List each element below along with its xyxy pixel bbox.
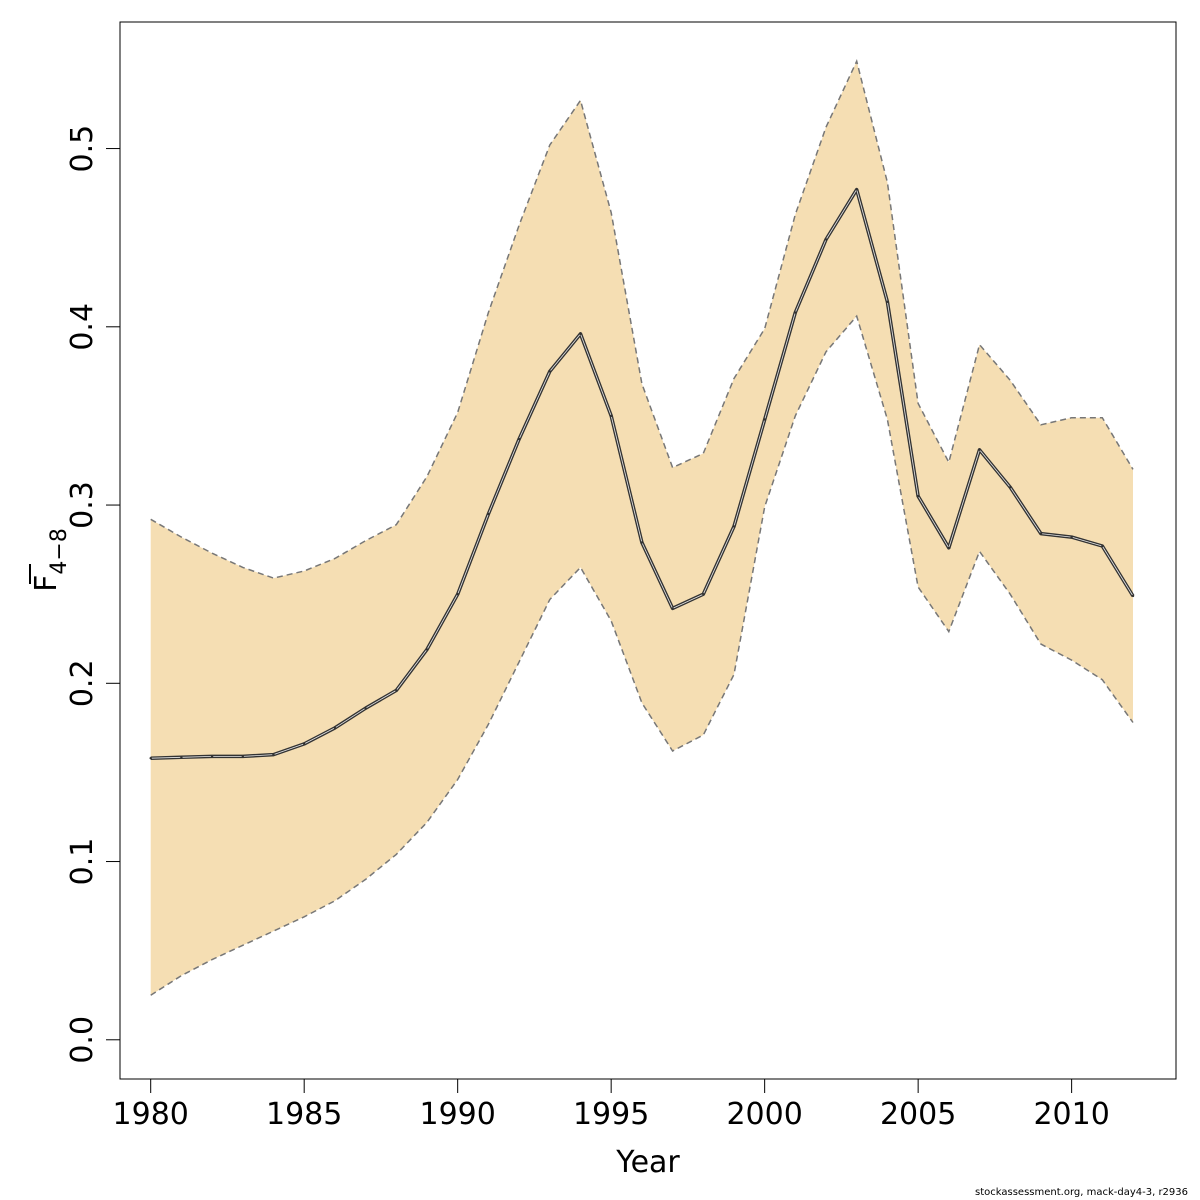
estimate-point (395, 689, 398, 692)
x-axis-title: Year (615, 1145, 680, 1180)
svg-text:F4−8: F4−8 (29, 528, 72, 592)
estimate-point (579, 332, 582, 336)
estimate-point (149, 756, 152, 760)
y-tick-label: 0.3 (65, 481, 100, 529)
estimate-point (1101, 544, 1104, 548)
estimate-point (916, 494, 920, 498)
estimate-point (763, 418, 766, 421)
y-tick-label: 0.4 (65, 303, 100, 351)
estimate-point (886, 300, 889, 304)
confidence-band-layer (150, 58, 1134, 996)
x-tick-label: 2005 (880, 1097, 956, 1132)
estimate-point (487, 512, 490, 516)
estimate-point (333, 726, 337, 730)
estimate-point (1009, 486, 1012, 489)
y-tick-label: 0.1 (65, 838, 100, 886)
lower-bound-line (150, 314, 1134, 996)
estimate-point (947, 546, 951, 550)
estimate-point (425, 648, 429, 651)
estimate-point (1131, 594, 1135, 598)
x-tick-label: 2000 (726, 1097, 802, 1132)
estimate-point (824, 238, 828, 241)
y-tick-label: 0.0 (65, 1016, 100, 1064)
x-tick-label: 2010 (1033, 1097, 1109, 1132)
estimate-point (609, 414, 613, 418)
estimate-point (210, 755, 214, 758)
y-tick-label: 0.5 (65, 125, 100, 173)
estimate-point (978, 448, 981, 451)
x-tick-label: 1990 (419, 1097, 495, 1132)
estimate-point (640, 541, 644, 544)
x-axis: 1980 1985 1990 1995 2000 2005 2010 (113, 1078, 1110, 1132)
estimate-point (732, 525, 736, 528)
estimate-point (702, 592, 705, 596)
estimate-point (364, 707, 367, 710)
y-axis-title-subscript: 4−8 (47, 528, 72, 574)
y-axis-title: F4−8 (29, 528, 72, 592)
estimate-line-layer (149, 187, 1135, 760)
y-tick-label: 0.2 (65, 659, 100, 707)
estimate-point (180, 756, 183, 759)
estimate-point (241, 755, 244, 758)
estimate-point (517, 437, 521, 441)
estimate-point (855, 188, 858, 191)
estimate-point (1070, 535, 1073, 539)
x-tick-label: 1985 (266, 1097, 342, 1132)
x-tick-label: 1980 (113, 1097, 189, 1132)
y-axis: 0.0 0.1 0.2 0.3 0.4 0.5 (65, 125, 121, 1064)
credit-text: stockassessment.org, mack-day4-3, r2936 (975, 1187, 1188, 1198)
estimate-point (1039, 532, 1043, 535)
estimate-point (794, 311, 797, 314)
estimate-point (548, 370, 551, 373)
estimate-point (456, 592, 459, 596)
x-tick-label: 1995 (573, 1097, 649, 1132)
estimate-point (671, 607, 674, 610)
confidence-band (150, 61, 1133, 996)
y-axis-title-main: F (29, 575, 64, 592)
estimate-point (302, 742, 306, 746)
estimate-point (272, 753, 275, 756)
